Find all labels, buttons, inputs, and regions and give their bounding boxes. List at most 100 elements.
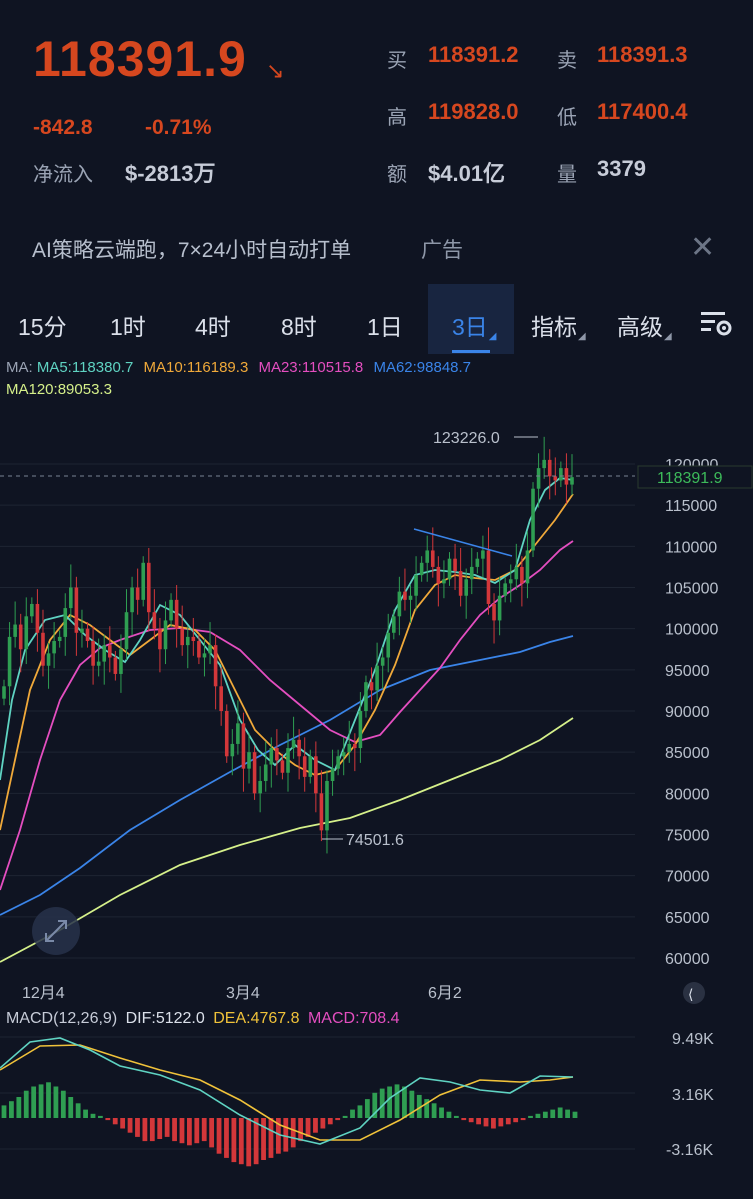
macd-y-tick-2: 3.16K (672, 1087, 714, 1104)
candle-body (408, 595, 413, 600)
ma62-line (0, 635, 574, 916)
triangle-icon: ◢ (488, 331, 497, 342)
candle-body (353, 743, 357, 749)
candle-body (286, 748, 290, 773)
candle-body (197, 641, 201, 658)
candle-body (497, 595, 502, 621)
candle-body (542, 459, 546, 469)
candle-body (503, 583, 507, 596)
macd-bar (53, 1086, 59, 1118)
candle-body (336, 756, 340, 769)
macd-bar (149, 1118, 155, 1142)
macd-bar (98, 1115, 103, 1118)
macd-bar (135, 1118, 140, 1137)
candle-body (386, 632, 391, 658)
candle-body (30, 603, 34, 617)
macd-bar (550, 1109, 556, 1118)
close-icon[interactable]: ✕ (690, 231, 716, 264)
ma23-label: MA23:110515.8 (258, 359, 364, 376)
macd-bar (1, 1105, 7, 1118)
macd-bar (409, 1090, 415, 1118)
candle-body (341, 752, 346, 757)
tab-8h[interactable]: 8时 (281, 314, 317, 340)
macd-bar (565, 1109, 570, 1118)
macd-bar (364, 1099, 370, 1118)
macd-bar (453, 1115, 459, 1118)
x-tick-1: 12月4 (22, 985, 65, 1002)
candle-body (570, 477, 574, 485)
candle-body (364, 682, 368, 711)
candle-body (319, 793, 324, 831)
macd-bar (75, 1103, 81, 1118)
candle-body (163, 620, 168, 650)
y-tick-label: 60000 (665, 951, 710, 968)
tab-advanced-label: 高级 (617, 314, 663, 340)
candle-body (425, 550, 430, 563)
macd-bar (60, 1090, 66, 1118)
candle-body (447, 558, 452, 580)
macd-y-tick-3: -3.16K (666, 1142, 713, 1159)
tab-indicators[interactable]: 指标◢ (531, 308, 586, 342)
candle-body (263, 764, 268, 781)
macd-bar (38, 1084, 44, 1118)
candlestick-chart[interactable]: 1200001150001100001050001000009500090000… (0, 400, 753, 1010)
candle-body (553, 476, 558, 481)
y-tick-label: 115000 (665, 498, 717, 515)
macd-bar (246, 1118, 252, 1167)
ad-tag: 广告 (421, 239, 463, 262)
macd-bar (142, 1118, 148, 1142)
tab-4h[interactable]: 4时 (195, 314, 231, 340)
tab-advanced[interactable]: 高级◢ (617, 308, 672, 342)
candle-body (130, 587, 134, 613)
macd-bar (498, 1118, 504, 1127)
macd-bar (350, 1109, 355, 1118)
volume-label: 量 (557, 164, 577, 186)
macd-bar (520, 1118, 526, 1121)
macd-bar (157, 1118, 163, 1139)
price-change-pct: -0.71% (145, 116, 212, 139)
macd-bar (528, 1115, 533, 1118)
macd-bar (275, 1118, 281, 1154)
macd-chart[interactable]: 9.49K 3.16K -3.16K (0, 1030, 753, 1199)
tab-1d[interactable]: 1日 (367, 314, 403, 340)
macd-bar (557, 1107, 563, 1118)
macd-bar (238, 1118, 244, 1165)
ad-text[interactable]: AI策略云端跑，7×24小时自动打单 (32, 239, 352, 262)
tab-15m[interactable]: 15分 (18, 314, 67, 340)
candle-body (302, 756, 307, 777)
chart-settings-icon[interactable] (699, 308, 735, 338)
current-price-tag-bg (637, 465, 753, 489)
macd-bar (327, 1118, 333, 1125)
macd-bar (313, 1118, 318, 1133)
macd-bar (290, 1118, 296, 1148)
candle-body (475, 558, 480, 567)
candle-body (392, 616, 396, 633)
macd-bar (335, 1118, 341, 1121)
candle-body (414, 575, 418, 596)
macd-bar (209, 1118, 215, 1148)
macd-bar (424, 1099, 430, 1118)
ma-segment (0, 635, 574, 916)
tab-3d[interactable]: 3日◢ (452, 308, 497, 342)
candle-body (236, 723, 240, 744)
candle-body (124, 612, 129, 650)
macd-bar (387, 1086, 393, 1118)
macd-bar (46, 1082, 51, 1118)
y-tick-label: 70000 (665, 869, 710, 886)
candle-body (492, 603, 496, 621)
ma-segment (0, 1037, 574, 1145)
candle-body (241, 723, 246, 769)
macd-bar (16, 1097, 22, 1118)
macd-bar (112, 1118, 118, 1125)
y-tick-label: 110000 (665, 539, 717, 556)
macd-bar (216, 1118, 222, 1154)
collapse-axis-button[interactable] (683, 982, 705, 1004)
candle-body (63, 608, 68, 637)
tab-1h[interactable]: 1时 (110, 314, 146, 340)
candle-body (174, 599, 179, 629)
candle-body (52, 641, 56, 654)
ma-segment (0, 717, 574, 963)
macd-bar (402, 1086, 407, 1118)
triangle-icon: ◢ (664, 331, 672, 342)
tab-active-background (428, 284, 514, 354)
